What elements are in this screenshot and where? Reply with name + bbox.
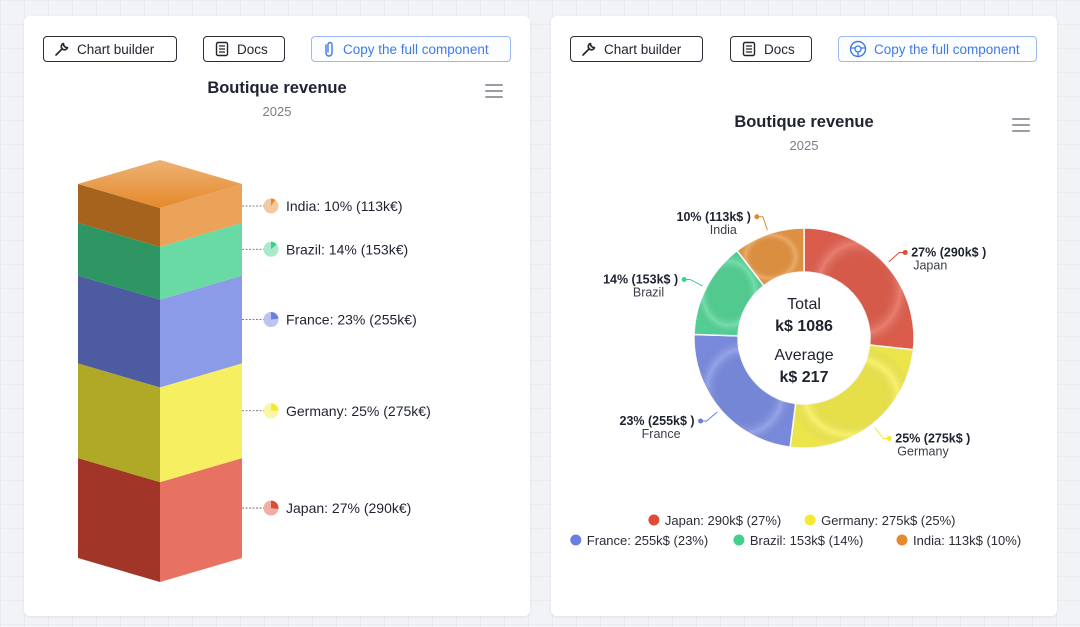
segment-left-face — [78, 222, 160, 300]
chart-subtitle: 2025 — [262, 104, 292, 119]
segment-left-face — [78, 184, 160, 247]
segment-left-face — [78, 275, 160, 388]
donut-label-name-brazil: Brazil — [633, 286, 664, 300]
data-label-india: India: 10% (113k€) — [286, 198, 402, 214]
donut-label-connector — [756, 216, 768, 231]
donut-label-value-france: 23% (255k$ ) — [620, 414, 695, 428]
data-label-japan: Japan: 27% (290k€) — [286, 500, 411, 516]
docs-button[interactable]: Docs — [730, 36, 812, 62]
data-label-brazil: Brazil: 14% (153k€) — [286, 241, 408, 257]
segment-right-face — [160, 222, 242, 300]
stacked-column-chart: Japan: 27% (290k€) Germany: 25% (275k€) Fr… — [78, 160, 431, 582]
stack-segment-india[interactable] — [78, 160, 242, 247]
chart-card-donut: Chart builder Docs Copy the full compone… — [551, 16, 1057, 616]
chart-title: Boutique revenue — [734, 113, 874, 131]
stack-segment-brazil[interactable] — [78, 222, 242, 300]
data-label-germany: Germany: 25% (275k€) — [286, 403, 431, 419]
donut-label-dot — [886, 435, 892, 441]
chart-subtitle: 2025 — [789, 138, 819, 153]
segment-right-face — [160, 363, 242, 483]
chart-title: Boutique revenue — [207, 79, 347, 97]
donut-total-label: Total — [787, 296, 821, 313]
legend-dot — [804, 514, 816, 526]
stack-segment-france[interactable] — [78, 275, 242, 388]
segment-top-shine — [78, 160, 242, 208]
pie-icon-slice — [271, 403, 279, 411]
chart-builder-label: Chart builder — [604, 41, 682, 57]
hamburger-menu-icon[interactable] — [1012, 118, 1030, 132]
donut-slice-shade — [790, 345, 914, 448]
donut-total-value: k$ 1086 — [775, 318, 833, 335]
donut-average-value: k$ 217 — [780, 369, 829, 386]
hamburger-menu-icon[interactable] — [485, 84, 503, 98]
legend-dot — [896, 534, 908, 546]
paperclip-icon — [325, 41, 333, 57]
legend-item-brazil[interactable]: Brazil: 153k$ (14%) — [733, 533, 863, 548]
segment-right-face — [160, 458, 242, 582]
legend-label: Japan: 290k$ (27%) — [665, 513, 781, 528]
legend-item-france[interactable]: France: 255k$ (23%) — [570, 533, 708, 548]
docs-button[interactable]: Docs — [203, 36, 285, 62]
legend-item-india[interactable]: India: 113k$ (10%) — [896, 533, 1022, 548]
donut-label-name-japan: Japan — [913, 258, 947, 272]
wrench-icon — [55, 42, 69, 56]
chart-card-stacked: Chart builder Docs Copy the full compone… — [24, 16, 530, 616]
pie-icon-slice — [271, 500, 279, 510]
donut-label-name-germany: Germany — [897, 444, 949, 458]
donut-label-connector — [684, 279, 703, 287]
segment-right-face — [160, 184, 242, 247]
donut-label-name-france: France — [642, 427, 681, 441]
docs-icon — [215, 41, 229, 57]
legend-label: Brazil: 153k$ (14%) — [750, 533, 863, 548]
steering-wheel-icon — [849, 40, 867, 58]
donut-slice-shade — [804, 228, 914, 350]
legend-dot — [733, 534, 745, 546]
legend-label: India: 113k$ (10%) — [913, 533, 1021, 548]
pie-icon-slice — [271, 312, 279, 320]
segment-left-face — [78, 363, 160, 483]
donut-label-value-germany: 25% (275k$ ) — [895, 431, 970, 445]
legend-label: Germany: 275k$ (25%) — [821, 513, 955, 528]
chart-builder-button[interactable]: Chart builder — [43, 36, 177, 62]
donut-slice-shade — [694, 250, 764, 336]
donut-label-dot — [681, 277, 687, 283]
copy-component-label: Copy the full component — [343, 41, 489, 57]
donut-label-connector — [888, 251, 906, 263]
wrench-icon — [582, 42, 596, 56]
stack-segment-germany[interactable] — [78, 363, 242, 483]
donut-label-name-india: India — [710, 223, 737, 237]
donut-label-connector — [700, 411, 718, 422]
docs-label: Docs — [764, 41, 795, 57]
donut-label-value-india: 10% (113k$ ) — [677, 210, 751, 224]
donut-label-value-japan: 27% (290k$ ) — [911, 245, 986, 259]
chart-builder-button[interactable]: Chart builder — [570, 36, 703, 62]
legend-item-germany[interactable]: Germany: 275k$ (25%) — [804, 513, 956, 528]
copy-component-label: Copy the full component — [874, 41, 1020, 57]
chart-builder-label: Chart builder — [77, 41, 155, 57]
legend-dot — [570, 534, 582, 546]
donut-chart: 27% (290k$ )Japan 25% (275k$ )Germany 23% … — [570, 210, 1022, 548]
legend-label: France: 255k$ (23%) — [587, 533, 708, 548]
data-label-france: France: 23% (255k€) — [286, 312, 417, 328]
pie-icon-slice — [271, 198, 276, 206]
copy-component-button[interactable]: Copy the full component — [311, 36, 511, 62]
docs-icon — [742, 41, 756, 57]
donut-label-dot — [902, 249, 908, 255]
donut-label-connector — [874, 427, 890, 439]
segment-right-face — [160, 275, 242, 388]
legend-dot — [648, 514, 660, 526]
donut-label-value-brazil: 14% (153k$ ) — [603, 273, 678, 287]
donut-slice-shade — [694, 334, 796, 448]
donut-slice-shade — [737, 228, 804, 286]
segment-left-face — [78, 458, 160, 582]
donut-label-dot — [698, 418, 704, 424]
pie-icon-slice — [271, 241, 277, 250]
donut-average-label: Average — [774, 347, 833, 364]
legend-item-japan[interactable]: Japan: 290k$ (27%) — [648, 513, 781, 528]
donut-label-dot — [754, 214, 760, 220]
docs-label: Docs — [237, 41, 268, 57]
copy-component-button[interactable]: Copy the full component — [838, 36, 1037, 62]
stack-segment-japan[interactable] — [78, 458, 242, 582]
